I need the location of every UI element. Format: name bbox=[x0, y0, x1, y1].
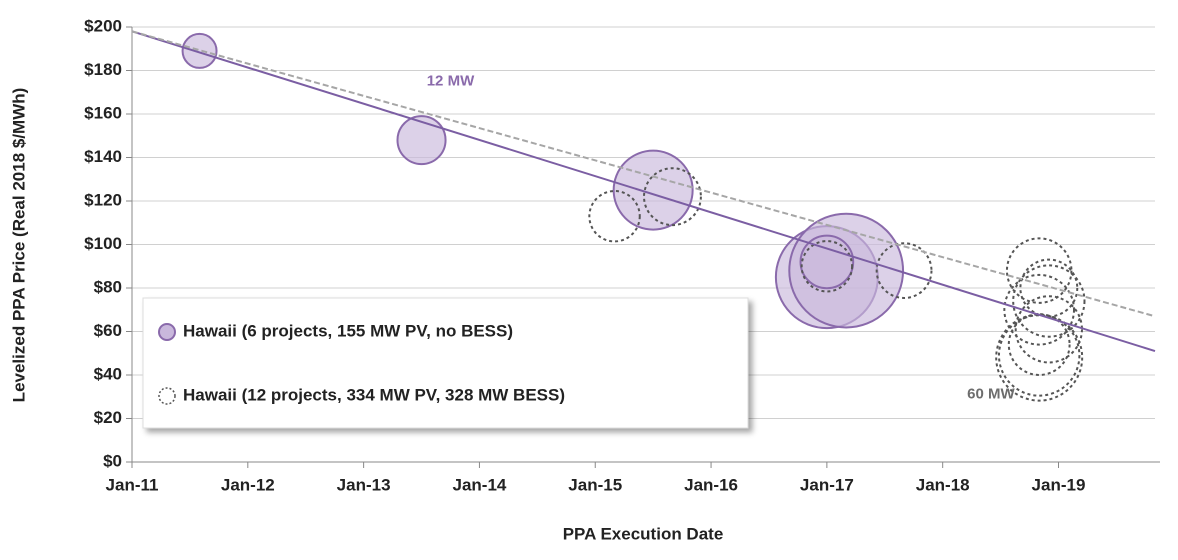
x-tick-label: Jan-17 bbox=[800, 475, 854, 494]
y-tick-label: $40 bbox=[94, 364, 122, 383]
legend-label: Hawaii (6 projects, 155 MW PV, no BESS) bbox=[183, 321, 513, 340]
y-tick-label: $80 bbox=[94, 277, 122, 296]
x-axis-title: PPA Execution Date bbox=[563, 524, 724, 543]
legend-label: Hawaii (12 projects, 334 MW PV, 328 MW B… bbox=[183, 385, 565, 404]
bubble bbox=[1005, 237, 1073, 304]
bubble bbox=[612, 149, 694, 231]
bubble bbox=[396, 115, 447, 166]
x-tick-label: Jan-14 bbox=[452, 475, 506, 494]
legend: Hawaii (6 projects, 155 MW PV, no BESS) H… bbox=[142, 297, 749, 429]
legend-box bbox=[142, 297, 749, 429]
annotation: 60 MW bbox=[967, 386, 1015, 403]
y-tick-label: $140 bbox=[84, 147, 122, 166]
y-tick-label: $120 bbox=[84, 190, 122, 209]
annotation: 12 MW bbox=[427, 72, 475, 89]
bubble bbox=[800, 240, 854, 293]
x-tick-label: Jan-12 bbox=[221, 475, 275, 494]
bubble bbox=[1007, 313, 1071, 376]
y-tick-label: $60 bbox=[94, 321, 122, 340]
x-tick-label: Jan-18 bbox=[916, 475, 970, 494]
trendline bbox=[131, 30, 1156, 353]
y-tick-label: $180 bbox=[84, 60, 122, 79]
y-tick-label: $100 bbox=[84, 234, 122, 253]
legend-marker bbox=[158, 323, 176, 341]
bubble bbox=[997, 314, 1081, 397]
y-axis-title: Levelized PPA Price (Real 2018 $/MWh) bbox=[9, 88, 28, 403]
bubble bbox=[799, 234, 855, 290]
bubble bbox=[588, 190, 641, 243]
bubble bbox=[643, 167, 702, 227]
y-tick-label: $0 bbox=[103, 451, 122, 470]
y-tick-label: $20 bbox=[94, 408, 122, 427]
legend-marker bbox=[158, 387, 176, 405]
y-tick-label: $160 bbox=[84, 103, 122, 122]
x-tick-label: Jan-15 bbox=[568, 475, 622, 494]
x-tick-label: Jan-11 bbox=[106, 475, 159, 494]
bubble bbox=[875, 242, 933, 300]
trendline bbox=[131, 30, 1156, 318]
bubble bbox=[995, 313, 1084, 402]
x-tick-label: Jan-13 bbox=[337, 475, 391, 494]
x-tick-label: Jan-16 bbox=[684, 475, 738, 494]
y-tick-label: $200 bbox=[84, 16, 122, 35]
x-tick-label: Jan-19 bbox=[1032, 475, 1086, 494]
bubble bbox=[1012, 264, 1086, 338]
bubble bbox=[1003, 273, 1076, 346]
bubble bbox=[1014, 295, 1083, 364]
bubble bbox=[181, 32, 218, 69]
